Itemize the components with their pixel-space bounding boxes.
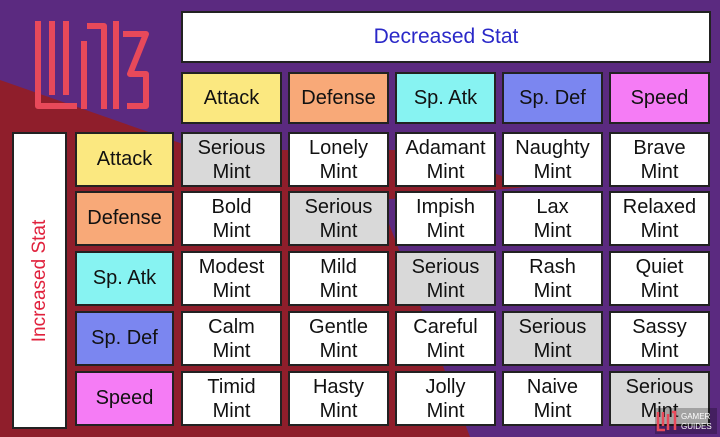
decreased-stat-label: Decreased Stat bbox=[373, 25, 519, 48]
nature-name: Modest bbox=[198, 255, 265, 278]
nature-cell: Impish Mint bbox=[395, 191, 496, 246]
nature-name: Serious bbox=[411, 255, 480, 278]
mint-label: Mint bbox=[212, 339, 251, 362]
mint-label: Mint bbox=[533, 279, 572, 302]
nature-cell: Naive Mint bbox=[502, 371, 603, 426]
nature-name: Sassy bbox=[632, 315, 687, 338]
watermark-line1: GAMER bbox=[681, 412, 711, 421]
mint-label: Mint bbox=[426, 339, 465, 362]
nature-name: Serious bbox=[625, 375, 694, 398]
nature-name: Impish bbox=[416, 195, 475, 218]
row-header-sp-atk: Sp. Atk bbox=[75, 251, 174, 306]
watermark-line2: GUIDES bbox=[681, 422, 712, 431]
row-header-defense: Defense bbox=[75, 191, 174, 246]
nature-cell: Sassy Mint bbox=[609, 311, 710, 366]
mint-label: Mint bbox=[426, 279, 465, 302]
nature-name: Lax bbox=[536, 195, 569, 218]
nature-cell: Lonely Mint bbox=[288, 132, 389, 187]
mint-label: Mint bbox=[319, 339, 358, 362]
nature-name: Serious bbox=[518, 315, 587, 338]
nature-cell: Relaxed Mint bbox=[609, 191, 710, 246]
nature-cell: Careful Mint bbox=[395, 311, 496, 366]
col-header-sp-atk: Sp. Atk bbox=[395, 72, 496, 124]
nature-name: Naive bbox=[526, 375, 579, 398]
nature-cell: Gentle Mint bbox=[288, 311, 389, 366]
mint-label: Mint bbox=[212, 160, 251, 183]
nature-cell: Jolly Mint bbox=[395, 371, 496, 426]
nature-cell: Adamant Mint bbox=[395, 132, 496, 187]
mint-label: Mint bbox=[640, 219, 679, 242]
nature-cell: Timid Mint bbox=[181, 371, 282, 426]
nature-name: Lonely bbox=[309, 136, 368, 159]
mint-label: Mint bbox=[426, 219, 465, 242]
nature-cell: Brave Mint bbox=[609, 132, 710, 187]
gamer-guides-watermark: GAMER GUIDES bbox=[655, 408, 717, 434]
row-header-speed: Speed bbox=[75, 371, 174, 426]
nature-name: Gentle bbox=[309, 315, 368, 338]
mint-label: Mint bbox=[212, 279, 251, 302]
gamer-guides-logo bbox=[35, 21, 149, 109]
nature-name: Serious bbox=[197, 136, 266, 159]
nature-name: Adamant bbox=[405, 136, 486, 159]
mint-label: Mint bbox=[640, 339, 679, 362]
mint-label: Mint bbox=[426, 160, 465, 183]
nature-cell: Quiet Mint bbox=[609, 251, 710, 306]
nature-name: Quiet bbox=[635, 255, 684, 278]
mint-label: Mint bbox=[319, 219, 358, 242]
nature-name: Timid bbox=[207, 375, 256, 398]
nature-name: Relaxed bbox=[622, 195, 697, 218]
decreased-stat-header: Decreased Stat bbox=[181, 11, 711, 63]
mint-label: Mint bbox=[319, 279, 358, 302]
nature-name: Careful bbox=[413, 315, 478, 338]
mint-label: Mint bbox=[533, 399, 572, 422]
nature-cell: Naughty Mint bbox=[502, 132, 603, 187]
nature-cell: Bold Mint bbox=[181, 191, 282, 246]
increased-stat-label: Increased Stat bbox=[28, 219, 50, 342]
nature-name: Brave bbox=[633, 136, 686, 159]
nature-name: Naughty bbox=[515, 136, 590, 159]
nature-cell: Modest Mint bbox=[181, 251, 282, 306]
col-header-speed: Speed bbox=[609, 72, 710, 124]
col-header-sp-def: Sp. Def bbox=[502, 72, 603, 124]
nature-name: Bold bbox=[211, 195, 252, 218]
mint-label: Mint bbox=[533, 219, 572, 242]
nature-name: Calm bbox=[208, 315, 255, 338]
mint-label: Mint bbox=[319, 399, 358, 422]
col-header-defense: Defense bbox=[288, 72, 389, 124]
mint-label: Mint bbox=[426, 399, 465, 422]
mint-label: Mint bbox=[533, 339, 572, 362]
nature-name: Serious bbox=[304, 195, 373, 218]
row-header-attack: Attack bbox=[75, 132, 174, 187]
mint-label: Mint bbox=[640, 160, 679, 183]
mint-label: Mint bbox=[319, 160, 358, 183]
nature-cell: Mild Mint bbox=[288, 251, 389, 306]
nature-cell: Rash Mint bbox=[502, 251, 603, 306]
mint-label: Mint bbox=[640, 279, 679, 302]
nature-cell: Lax Mint bbox=[502, 191, 603, 246]
increased-stat-header: Increased Stat bbox=[12, 132, 67, 429]
nature-cell: Hasty Mint bbox=[288, 371, 389, 426]
mint-label: Mint bbox=[212, 399, 251, 422]
nature-name: Hasty bbox=[312, 375, 365, 398]
nature-name: Mild bbox=[320, 255, 357, 278]
nature-name: Rash bbox=[529, 255, 576, 278]
col-header-attack: Attack bbox=[181, 72, 282, 124]
mint-label: Mint bbox=[533, 160, 572, 183]
nature-cell: Calm Mint bbox=[181, 311, 282, 366]
row-header-sp-def: Sp. Def bbox=[75, 311, 174, 366]
nature-name: Jolly bbox=[425, 375, 466, 398]
mint-label: Mint bbox=[212, 219, 251, 242]
